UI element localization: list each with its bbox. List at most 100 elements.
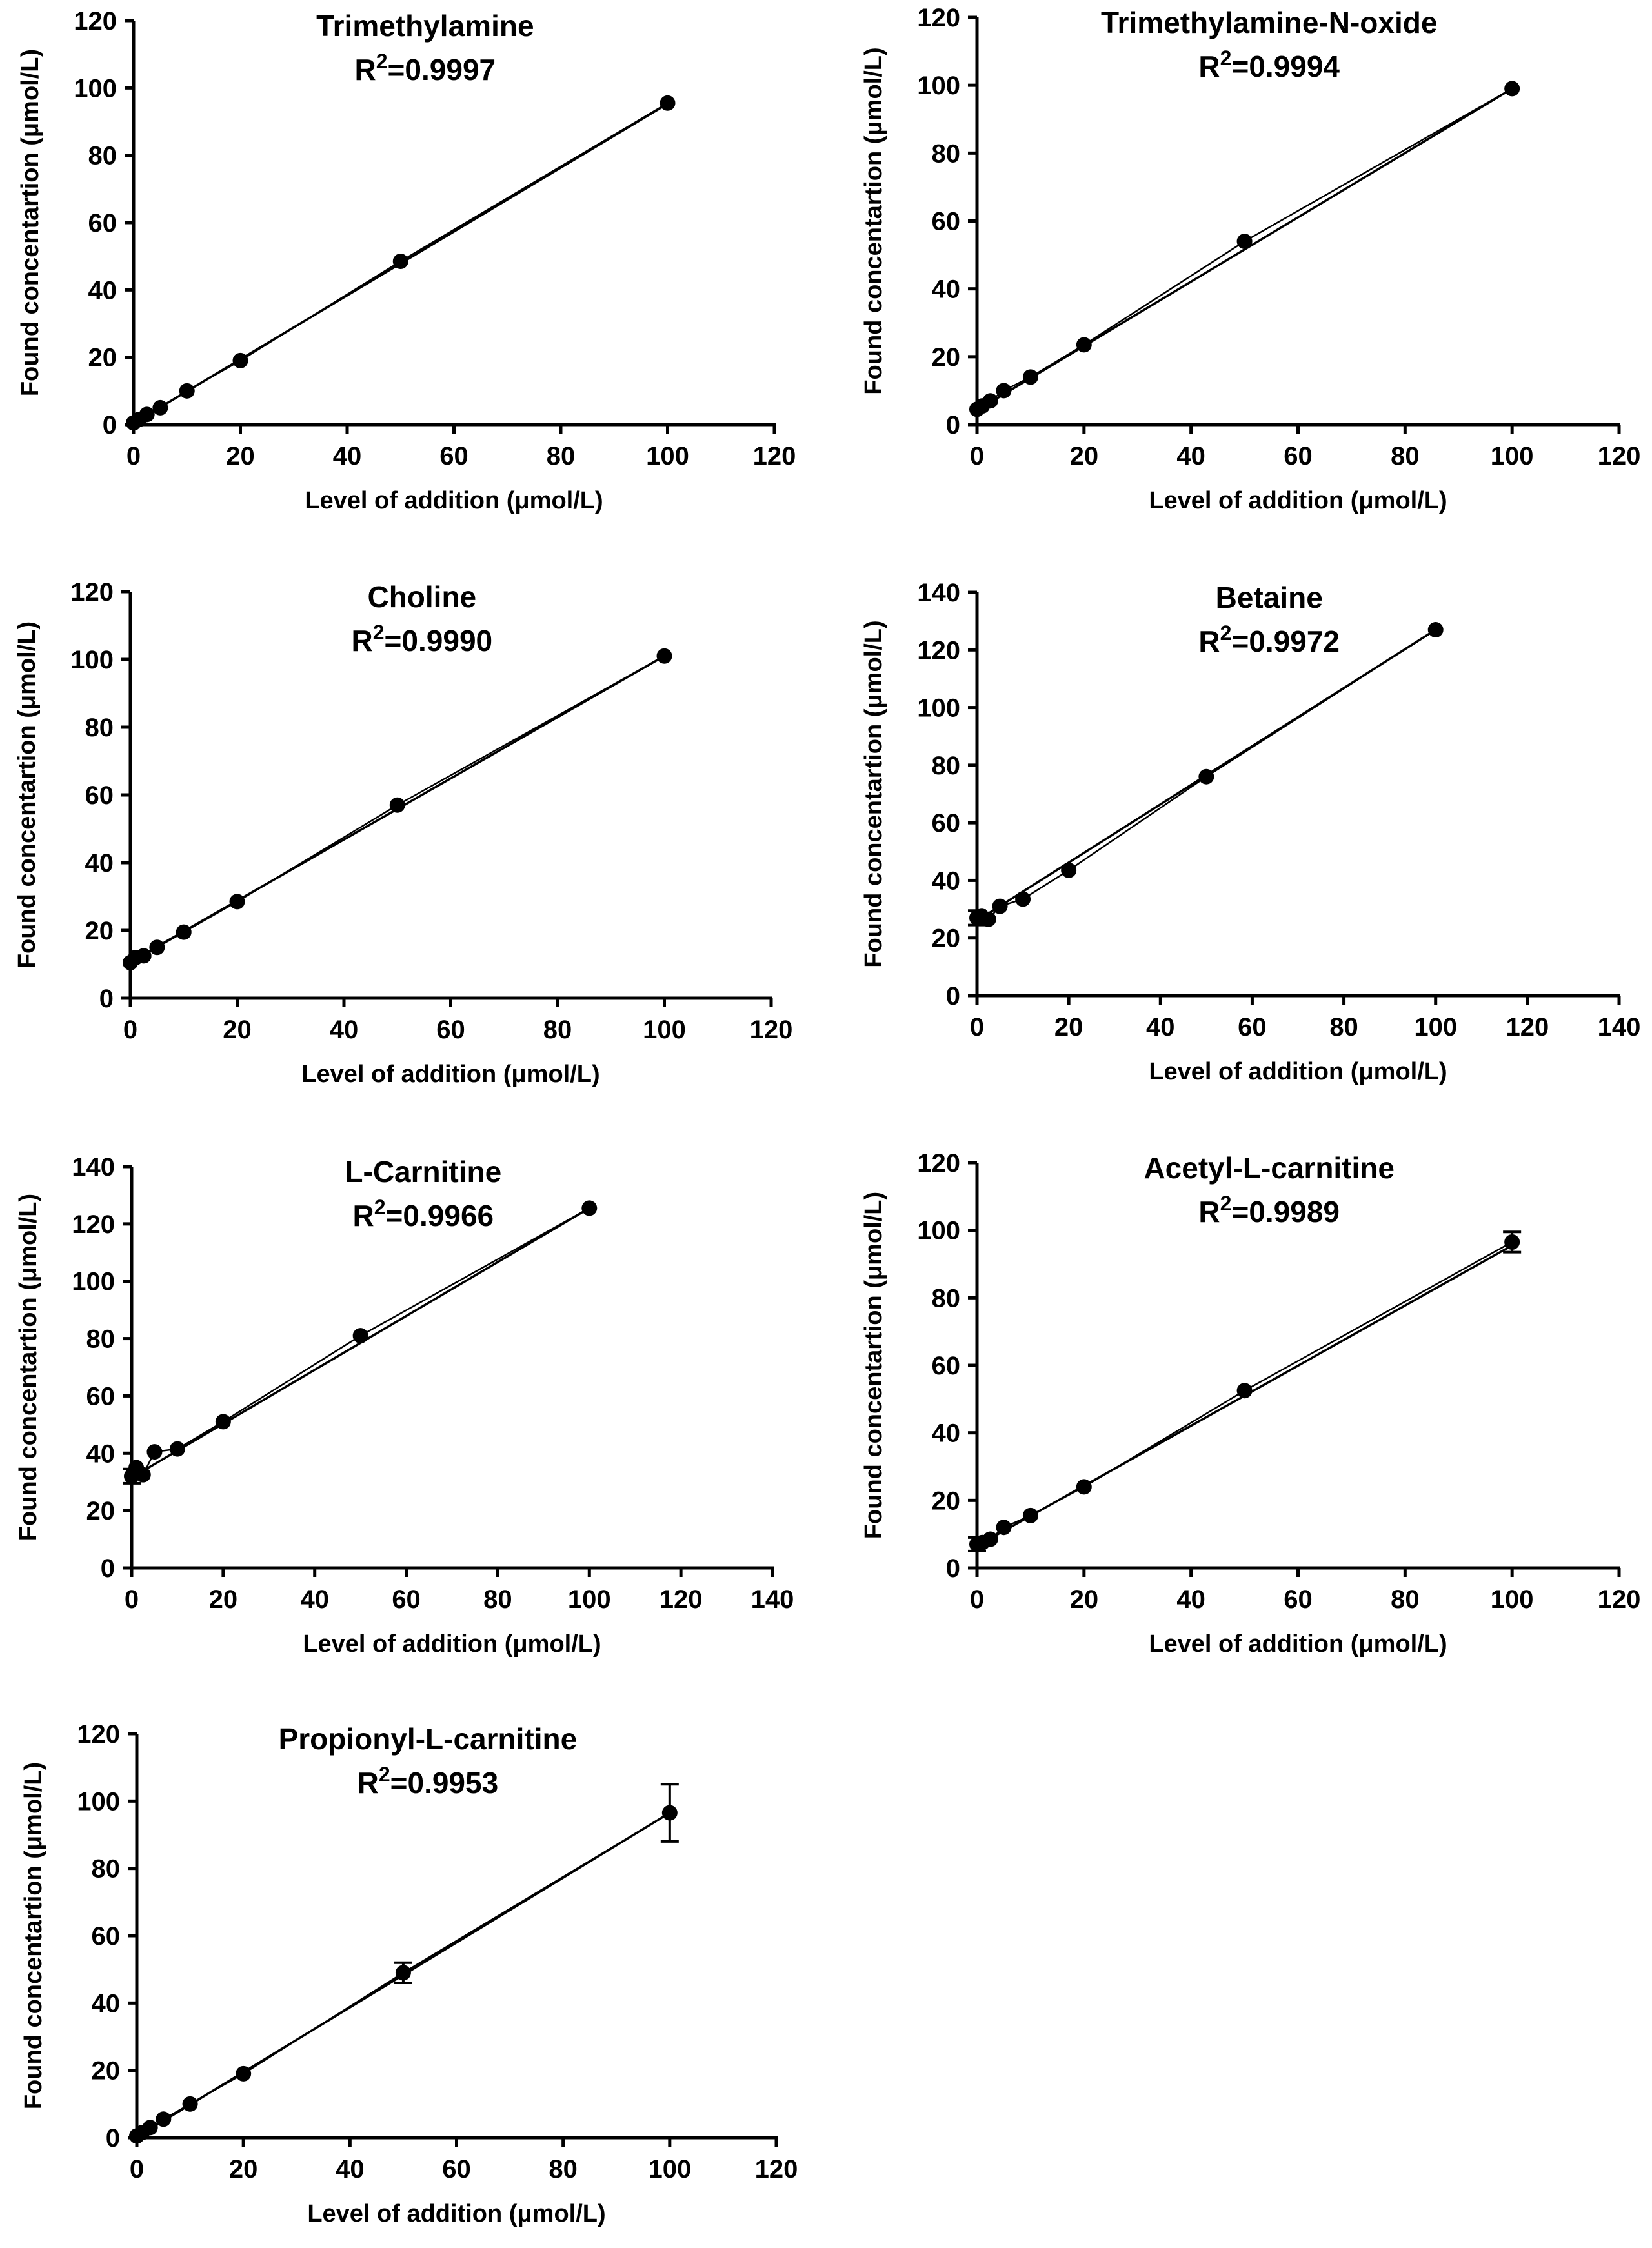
x-tick-label: 0 bbox=[970, 1585, 984, 1614]
x-axis-label: Level of addition (μmol/L) bbox=[305, 487, 603, 514]
x-tick-label: 100 bbox=[643, 1016, 686, 1044]
regression-line bbox=[976, 87, 1513, 412]
r-squared-superscript: 2 bbox=[374, 1196, 386, 1219]
y-axis-label: Found concentartion (μmol/L) bbox=[860, 47, 887, 394]
x-tick-label: 20 bbox=[223, 1016, 252, 1044]
y-tick-label: 40 bbox=[932, 1420, 961, 1448]
r-squared-prefix: R bbox=[353, 1199, 374, 1232]
data-point bbox=[392, 253, 408, 269]
x-axis-label: Level of addition (μmol/L) bbox=[307, 2200, 605, 2227]
y-tick-label: 120 bbox=[70, 578, 114, 607]
x-tick-label: 40 bbox=[330, 1016, 359, 1044]
y-tick-label: 120 bbox=[917, 636, 960, 665]
y-tick-label: 100 bbox=[77, 1787, 120, 1816]
x-axis-label: Level of addition (μmol/L) bbox=[1149, 1631, 1447, 1658]
x-tick-label: 40 bbox=[1176, 442, 1205, 470]
chart-title: Choline bbox=[367, 580, 476, 614]
chart-panel: 0 20 40 60 80 100 120 0 20 40 60 80 100 120 Level of a… bbox=[20, 1720, 798, 2227]
y-tick-label: 60 bbox=[92, 1922, 121, 1951]
data-point bbox=[169, 1441, 185, 1457]
data-point bbox=[1076, 1479, 1092, 1495]
data-point bbox=[661, 1805, 678, 1821]
r-squared-annotation: R2=0.9966 bbox=[353, 1196, 494, 1232]
y-tick-label: 60 bbox=[932, 1352, 961, 1380]
y-tick-label: 20 bbox=[932, 1487, 961, 1515]
r-squared-prefix: R bbox=[352, 624, 373, 657]
x-tick-label: 80 bbox=[1329, 1013, 1358, 1041]
y-axis-label: Found concentartion (μmol/L) bbox=[860, 1192, 887, 1539]
x-axis-label: Level of addition (μmol/L) bbox=[301, 1061, 599, 1088]
data-point bbox=[182, 2096, 198, 2112]
data-point bbox=[656, 648, 672, 664]
chart-title: Propionyl-L-carnitine bbox=[279, 1722, 578, 1756]
y-axis-label: Found concentartion (μmol/L) bbox=[860, 620, 887, 967]
x-tick-label: 120 bbox=[1598, 1585, 1641, 1614]
r-squared-value: =0.9989 bbox=[1231, 1195, 1340, 1229]
data-point bbox=[1198, 768, 1214, 785]
x-tick-label: 120 bbox=[1506, 1013, 1549, 1041]
data-point bbox=[1061, 862, 1077, 878]
x-tick-label: 80 bbox=[483, 1585, 512, 1614]
y-tick-label: 100 bbox=[72, 1268, 115, 1296]
r-squared-value: =0.9953 bbox=[390, 1766, 499, 1800]
data-point bbox=[176, 924, 192, 940]
r-squared-prefix: R bbox=[1198, 50, 1220, 83]
data-point bbox=[1076, 337, 1092, 353]
y-tick-label: 20 bbox=[88, 344, 117, 372]
x-tick-label: 80 bbox=[547, 442, 576, 470]
y-tick-label: 60 bbox=[932, 208, 961, 236]
y-tick-label: 80 bbox=[932, 1284, 961, 1312]
data-point bbox=[232, 352, 248, 368]
data-point bbox=[992, 898, 1008, 914]
data-point bbox=[982, 1531, 998, 1547]
data-point bbox=[1236, 234, 1253, 250]
data-point bbox=[581, 1200, 598, 1216]
data-point bbox=[135, 1467, 151, 1483]
y-axis-label: Found concentartion (μmol/L) bbox=[14, 621, 41, 968]
data-point bbox=[352, 1328, 368, 1344]
y-tick-label: 80 bbox=[92, 1855, 121, 1883]
x-tick-label: 60 bbox=[1238, 1013, 1267, 1041]
x-tick-label: 120 bbox=[755, 2155, 798, 2183]
data-point bbox=[1504, 1234, 1520, 1250]
data-point bbox=[980, 911, 996, 927]
data-point bbox=[215, 1414, 231, 1430]
x-tick-label: 20 bbox=[229, 2155, 258, 2183]
data-point bbox=[229, 894, 245, 910]
y-tick-label: 0 bbox=[106, 2124, 120, 2153]
x-tick-label: 40 bbox=[300, 1585, 329, 1614]
y-tick-label: 40 bbox=[85, 849, 114, 878]
x-axis-label: Level of addition (μmol/L) bbox=[1149, 1058, 1447, 1085]
x-tick-label: 80 bbox=[549, 2155, 578, 2183]
r-squared-prefix: R bbox=[1198, 1195, 1220, 1229]
y-tick-label: 40 bbox=[932, 867, 961, 895]
x-tick-label: 20 bbox=[1070, 442, 1099, 470]
x-tick-label: 20 bbox=[1070, 1585, 1099, 1614]
y-tick-label: 40 bbox=[86, 1440, 116, 1468]
y-tick-label: 100 bbox=[74, 74, 117, 103]
r-squared-annotation: R2=0.9972 bbox=[1198, 621, 1340, 658]
x-tick-label: 100 bbox=[646, 442, 689, 470]
r-squared-annotation: R2=0.9990 bbox=[352, 621, 493, 657]
r-squared-annotation: R2=0.9997 bbox=[355, 50, 496, 86]
y-axis-label: Found concentartion (μmol/L) bbox=[20, 1762, 47, 2109]
r-squared-superscript: 2 bbox=[376, 50, 388, 73]
y-tick-label: 80 bbox=[88, 142, 117, 170]
x-tick-label: 60 bbox=[1284, 442, 1313, 470]
x-tick-label: 80 bbox=[1391, 442, 1420, 470]
y-tick-label: 120 bbox=[77, 1720, 120, 1749]
y-tick-label: 20 bbox=[86, 1497, 116, 1525]
x-tick-label: 60 bbox=[442, 2155, 471, 2183]
x-tick-label: 40 bbox=[1146, 1013, 1175, 1041]
x-tick-label: 60 bbox=[392, 1585, 421, 1614]
y-tick-label: 80 bbox=[932, 139, 961, 168]
data-point bbox=[389, 797, 405, 813]
x-tick-label: 120 bbox=[660, 1585, 703, 1614]
y-tick-label: 0 bbox=[101, 1554, 115, 1583]
data-point bbox=[236, 2065, 252, 2082]
r-squared-superscript: 2 bbox=[1220, 621, 1232, 645]
y-tick-label: 60 bbox=[85, 781, 114, 810]
x-tick-label: 0 bbox=[123, 1016, 137, 1044]
chart-title: Trimethylamine-N-oxide bbox=[1101, 6, 1437, 39]
chart-panel: 0 20 40 60 80 100 120 140 0 20 40 60 80 100 120 140 Leve… bbox=[15, 1153, 794, 1658]
